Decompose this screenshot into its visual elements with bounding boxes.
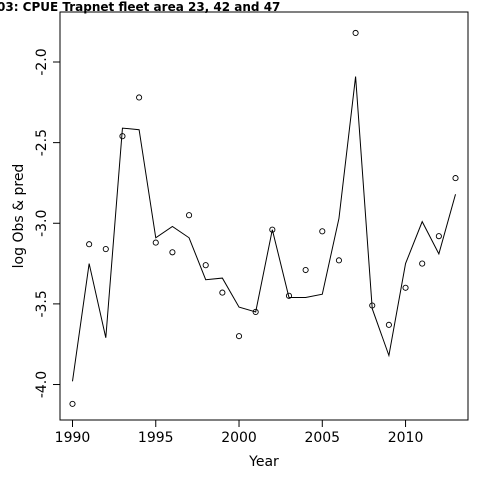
y-tick-label: -2.5 xyxy=(34,129,50,156)
observed-point xyxy=(169,249,176,256)
observed-point xyxy=(136,94,143,101)
x-axis: 1990 1995 2000 2005 2010 xyxy=(55,420,424,446)
observed-point xyxy=(335,257,342,264)
chart-title: 03: CPUE Trapnet fleet area 23, 42 and 4… xyxy=(0,0,280,14)
observed-point xyxy=(285,292,293,299)
y-tick-label: -4.0 xyxy=(34,371,50,398)
observed-point xyxy=(152,239,159,246)
x-tick-label: 2005 xyxy=(304,430,340,446)
y-axis: -4.0 -3.5 -3.0 -2.5 -2.0 xyxy=(34,48,60,398)
x-axis-label: Year xyxy=(248,454,279,470)
x-tick-label: 1990 xyxy=(55,430,91,446)
observed-point xyxy=(235,333,243,340)
observed-point xyxy=(402,284,409,291)
observed-point xyxy=(219,289,226,296)
y-tick-label: -3.5 xyxy=(34,290,50,317)
observed-point xyxy=(86,241,93,248)
y-tick-label: -2.0 xyxy=(34,48,50,75)
observed-point xyxy=(369,302,376,309)
x-tick-label: 2000 xyxy=(221,430,257,446)
observed-point xyxy=(186,212,193,219)
observed-point xyxy=(269,226,276,233)
observed-point xyxy=(452,175,459,182)
y-tick-label: -3.0 xyxy=(34,210,50,237)
observed-point xyxy=(102,246,109,253)
observed-points-series xyxy=(69,29,459,407)
x-tick-label: 1995 xyxy=(138,430,174,446)
y-axis-label: log Obs & pred xyxy=(11,164,27,269)
observed-point xyxy=(435,233,442,240)
observed-point xyxy=(202,262,209,269)
observed-point xyxy=(69,400,76,407)
x-tick-label: 2010 xyxy=(388,430,424,446)
observed-point xyxy=(419,260,426,267)
predicted-line xyxy=(71,76,456,382)
plot-frame xyxy=(59,11,469,421)
observed-point xyxy=(385,321,392,328)
predicted-line-series xyxy=(71,76,456,382)
observed-point xyxy=(319,228,326,235)
observed-point xyxy=(302,266,309,274)
observed-point xyxy=(119,133,126,140)
observed-point xyxy=(252,308,259,316)
observed-point xyxy=(352,29,359,37)
